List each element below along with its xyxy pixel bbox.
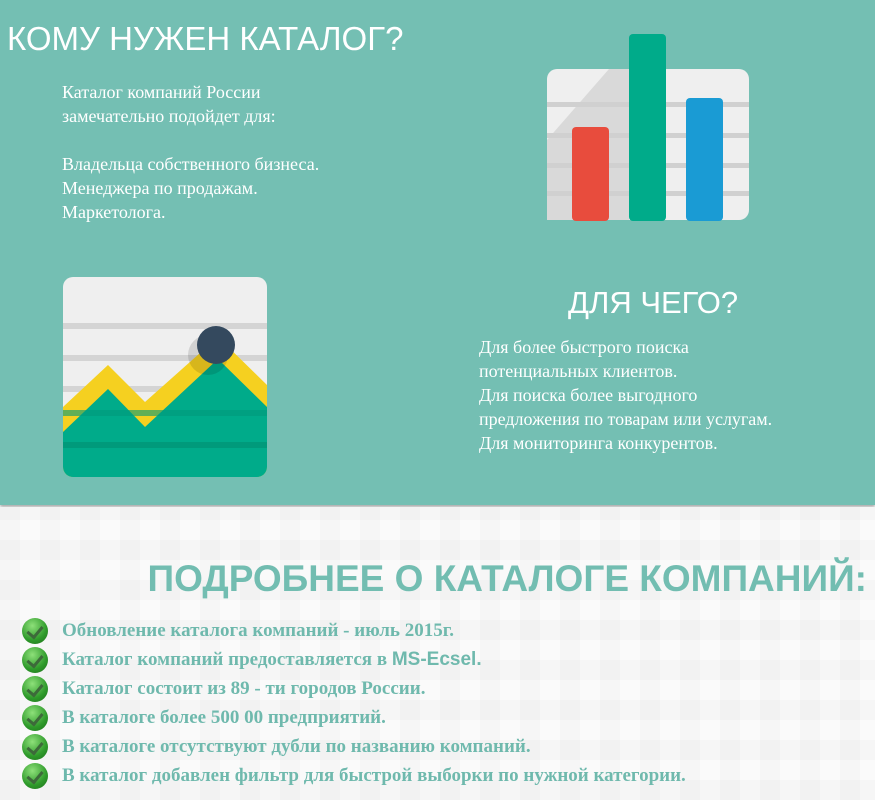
- list-item: Обновление каталога компаний - июль 2015…: [22, 616, 686, 645]
- check-icon: [22, 704, 48, 731]
- who-title: КОМУ НУЖЕН КАТАЛОГ?: [7, 20, 404, 57]
- item-text: В каталоге отсутствуют дубли по названию…: [62, 735, 531, 757]
- check-icon: [22, 617, 48, 644]
- who-items: Владельца собственного бизнеса. Менеджер…: [62, 154, 320, 222]
- more-title: ПОДРОБНЕЕ О КАТАЛОГЕ КОМПАНИЙ:: [147, 558, 867, 599]
- item-text: В каталоге более 500 00 предприятий.: [62, 706, 386, 728]
- list-item: Каталог компаний предоставляется в MS-Ec…: [22, 645, 686, 674]
- item-text: Каталог состоит из 89 - ти городов Росси…: [62, 677, 426, 699]
- bar-chart-icon: [547, 34, 749, 221]
- item-text: Обновление каталога компаний - июль 2015…: [62, 619, 454, 641]
- item-text: Каталог компаний предоставляется в: [62, 648, 392, 670]
- check-icon: [22, 646, 48, 673]
- check-icon: [22, 675, 48, 702]
- bottom-section: [0, 507, 875, 800]
- who-intro: Каталог компаний России замечательно под…: [62, 82, 276, 126]
- check-icon: [22, 733, 48, 760]
- features-list: Обновление каталога компаний - июль 2015…: [22, 616, 686, 790]
- why-items: Для более быстрого поиска потенциальных …: [479, 337, 773, 453]
- item-text: В каталог добавлен фильтр для быстрой вы…: [62, 764, 686, 786]
- list-item: Каталог состоит из 89 - ти городов Росси…: [22, 674, 686, 703]
- list-item: В каталог добавлен фильтр для быстрой вы…: [22, 761, 686, 790]
- item-suffix: MS-Ecsel.: [391, 648, 482, 670]
- list-item: В каталоге отсутствуют дубли по названию…: [22, 732, 686, 761]
- why-title: ДЛЯ ЧЕГО?: [568, 285, 739, 320]
- check-icon: [22, 762, 48, 789]
- area-chart-icon: [63, 277, 267, 477]
- list-item: В каталоге более 500 00 предприятий.: [22, 703, 686, 732]
